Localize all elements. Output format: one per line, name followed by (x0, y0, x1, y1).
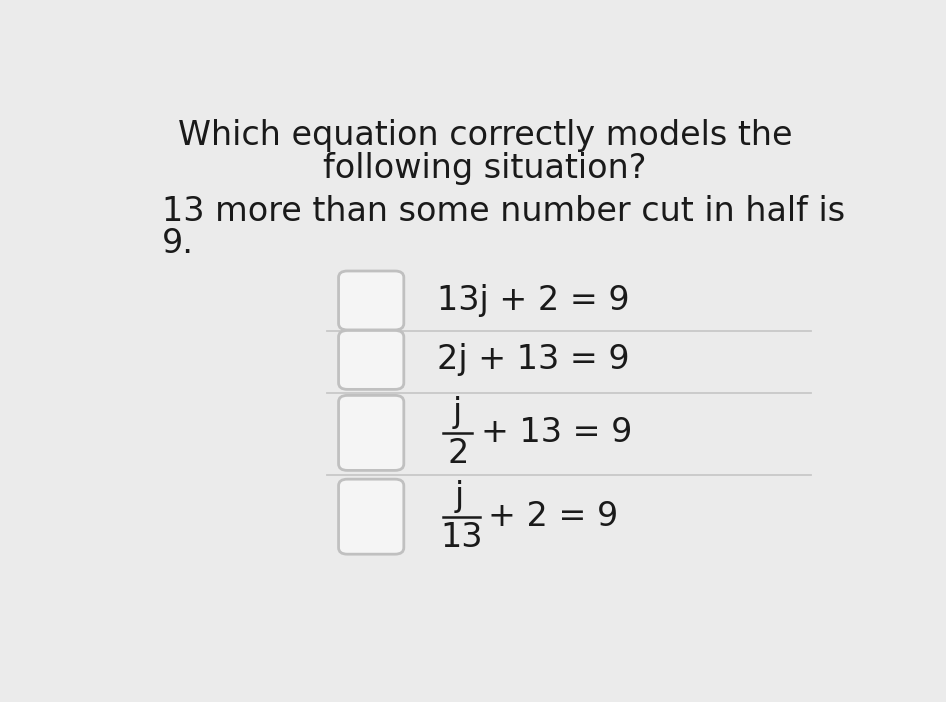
Text: 2j + 13 = 9: 2j + 13 = 9 (437, 343, 630, 376)
Text: 13: 13 (440, 521, 482, 554)
Text: 13j + 2 = 9: 13j + 2 = 9 (437, 284, 630, 317)
Text: + 2 = 9: + 2 = 9 (488, 500, 619, 534)
Text: 2: 2 (447, 437, 468, 470)
Text: 9.: 9. (163, 227, 194, 260)
Text: + 13 = 9: + 13 = 9 (482, 416, 633, 449)
FancyBboxPatch shape (339, 271, 404, 330)
Text: 13 more than some number cut in half is: 13 more than some number cut in half is (163, 194, 846, 227)
FancyBboxPatch shape (339, 479, 404, 554)
FancyBboxPatch shape (339, 395, 404, 470)
Text: Which equation correctly models the: Which equation correctly models the (178, 119, 792, 152)
Text: j: j (454, 479, 464, 512)
Text: j: j (453, 396, 463, 429)
Text: following situation?: following situation? (324, 152, 646, 185)
FancyBboxPatch shape (339, 331, 404, 390)
